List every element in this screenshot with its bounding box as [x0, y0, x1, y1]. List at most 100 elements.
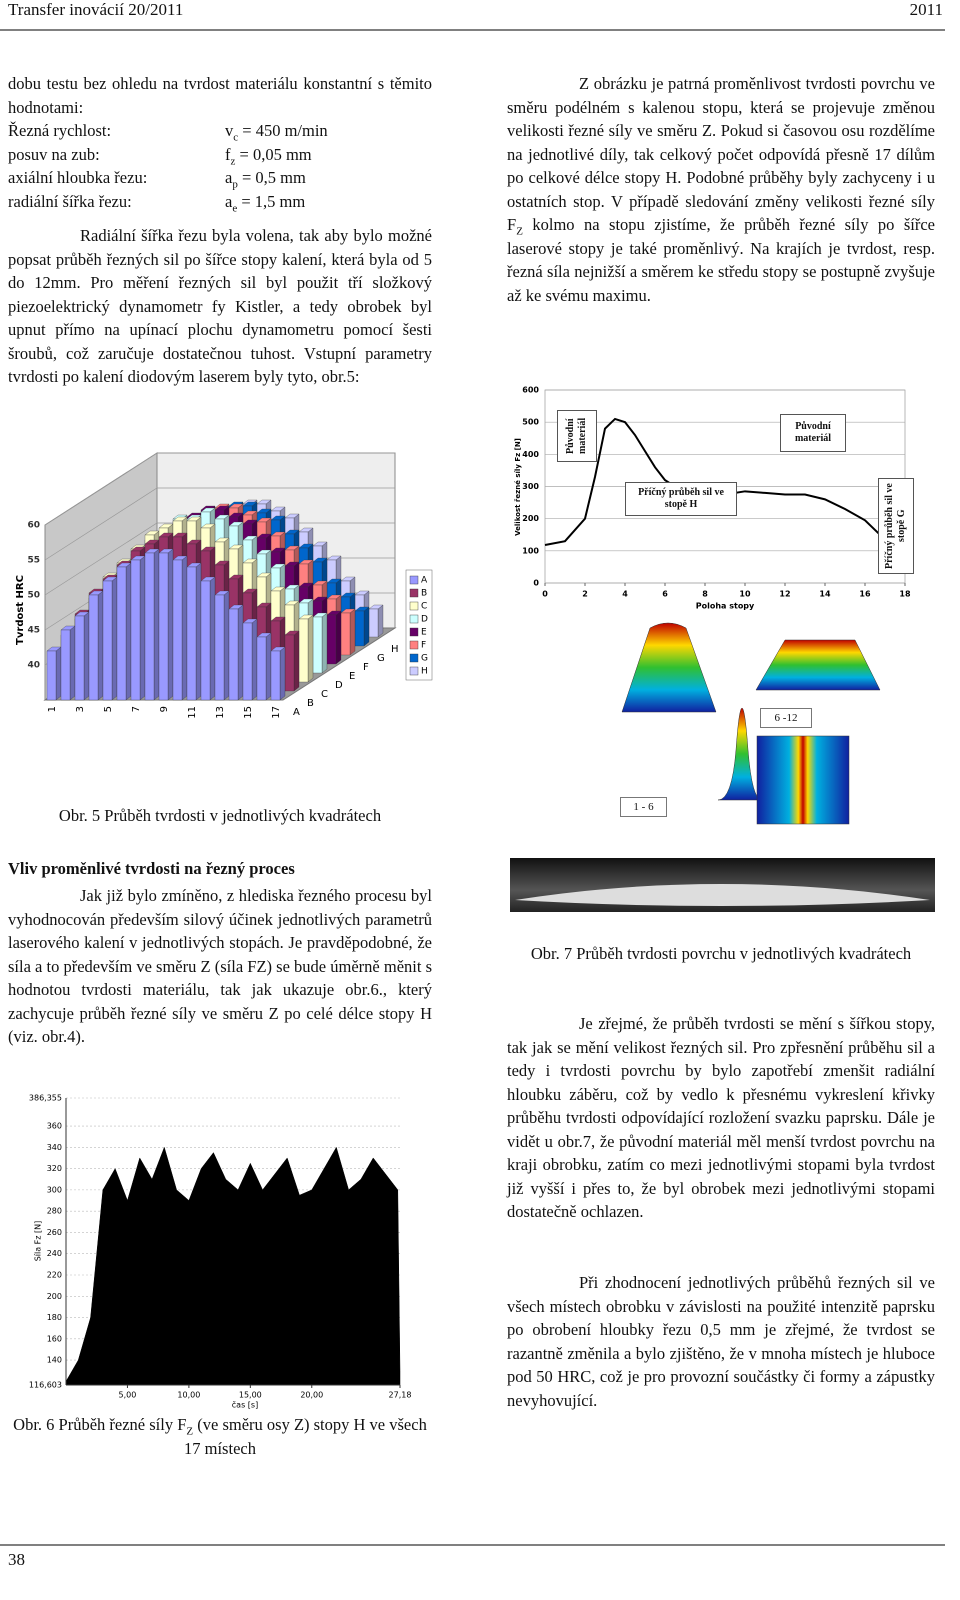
surface-photo: [510, 858, 935, 912]
bar-side-shade: [378, 605, 383, 637]
paragraph: Radiální šířka řezu byla volena, tak aby…: [8, 226, 432, 386]
paragraph: Je zřejmé, že průběh tvrdosti se mění s …: [507, 1014, 935, 1221]
value: fz = 0,05 mm: [225, 143, 312, 167]
y-tick-label: 50: [27, 591, 40, 601]
parameter: axiální hloubka řezu: ap = 0,5 mm: [8, 166, 432, 190]
bar-side-shade: [308, 615, 313, 682]
bar: [284, 630, 300, 692]
bar-front: [130, 559, 141, 701]
value-text: = 0,05 mm: [239, 144, 312, 164]
x-tick-label: 13: [215, 706, 226, 719]
bar-side-shade: [140, 556, 145, 700]
legend-swatch: [409, 627, 419, 637]
y-tick-label: 240: [47, 1249, 62, 1258]
x-tick-label: 7: [131, 706, 142, 712]
x-tick-label: 3: [75, 706, 86, 712]
label: axiální hloubka řezu:: [8, 168, 148, 187]
parameter: posuv na zub: fz = 0,05 mm: [8, 143, 432, 167]
legend-label: E: [421, 628, 427, 638]
bar-side-shade: [266, 633, 271, 700]
x-tick-label: 15: [243, 706, 254, 719]
y-tick-label: 280: [47, 1207, 62, 1216]
x-tick-label: 1: [47, 706, 58, 712]
bar: [158, 548, 174, 701]
legend-swatch: [409, 575, 419, 585]
bar-front: [228, 608, 239, 701]
bar-side-shade: [294, 631, 299, 691]
bar-side-shade: [196, 563, 201, 700]
bar-front: [256, 636, 267, 701]
bar-front: [368, 608, 379, 638]
y-tick-label: 55: [27, 556, 40, 566]
label: radiální šířka řezu:: [8, 191, 132, 211]
bar: [368, 604, 384, 638]
y-tick-label: 60: [27, 521, 40, 531]
bar-side-shade: [154, 549, 159, 700]
value-text: = 0,5 mm: [241, 168, 306, 187]
bar: [186, 562, 202, 701]
y-tick-label: 40: [27, 661, 40, 671]
bar-side-shade: [280, 647, 285, 700]
surface-plot: [621, 622, 881, 825]
bar-front: [312, 616, 323, 674]
annotation: Příčný průběh sil ve stopě H: [625, 482, 737, 516]
bar-side-shade: [70, 626, 75, 700]
paragraph: Z obrázku je patrná proměnlivost tvrdost…: [507, 72, 935, 307]
y-tick-label: 300: [47, 1185, 62, 1194]
y-axis-label: Velikost řezné síly Fz [N]: [514, 438, 522, 536]
y-tick-label: 400: [522, 450, 539, 459]
x-tick-label: 8: [702, 590, 708, 599]
year: 2011: [909, 0, 943, 19]
subscript: z: [230, 154, 236, 167]
bar: [102, 576, 118, 701]
bar: [256, 632, 272, 701]
x-tick-label: 2: [582, 590, 588, 599]
y-tick-label: 500: [522, 418, 539, 427]
legend-label: F: [421, 641, 426, 651]
legend-label: B: [421, 589, 427, 599]
paragraph: dobu testu bez ohledu na tvrdost materiá…: [8, 74, 432, 117]
x-tick-label: 5,00: [119, 1391, 137, 1400]
bar-front: [88, 594, 99, 701]
bar-front: [340, 612, 351, 656]
bar-front: [214, 594, 225, 701]
bar-side-shade: [252, 619, 257, 700]
subscript: e: [232, 201, 238, 214]
x-tick-label: 14: [819, 590, 831, 599]
y-tick-label: 300: [522, 482, 539, 491]
x-tick-label: 4: [622, 590, 628, 599]
x-tick-label: 20,00: [300, 1391, 323, 1400]
signal-area: [65, 1146, 401, 1386]
y-tick-label: 45: [27, 626, 40, 636]
value: ap = 0,5 mm: [225, 166, 306, 190]
legend-label: C: [421, 602, 427, 612]
x-tick-label: 10: [739, 590, 751, 599]
symbol: f: [225, 144, 231, 164]
grid-line: [44, 452, 395, 526]
bar-front: [354, 610, 365, 647]
bar-front: [116, 566, 127, 701]
grid-line: [44, 487, 395, 561]
y-axis-label: Síla Fz [N]: [34, 1221, 43, 1262]
bar-side-shade: [126, 563, 131, 700]
y-tick-label: 260: [47, 1228, 62, 1237]
bar: [130, 555, 146, 701]
bar: [60, 625, 76, 701]
bar-side-shade: [182, 556, 187, 700]
y-axis-label: Tvrdost HRC: [15, 575, 26, 645]
bar-front: [102, 580, 113, 701]
bar-side-shade: [336, 611, 341, 664]
journal-name: Transfer inovácií 20/2011: [8, 0, 184, 19]
value-text: = 1,5 mm: [241, 191, 306, 211]
paragraph: Jak již bylo zmíněno, z hlediska řezného…: [8, 886, 432, 1046]
y-tick-label: 320: [47, 1164, 62, 1173]
x-tick-label: 10,00: [177, 1391, 200, 1400]
legend-label: G: [421, 654, 428, 664]
bar-front: [74, 615, 85, 701]
y-tick-label: 180: [47, 1313, 62, 1322]
x-tick-label: 18: [899, 590, 911, 599]
legend-swatch: [409, 601, 419, 611]
depth-label: D: [335, 680, 343, 691]
symbol: a: [225, 168, 233, 187]
